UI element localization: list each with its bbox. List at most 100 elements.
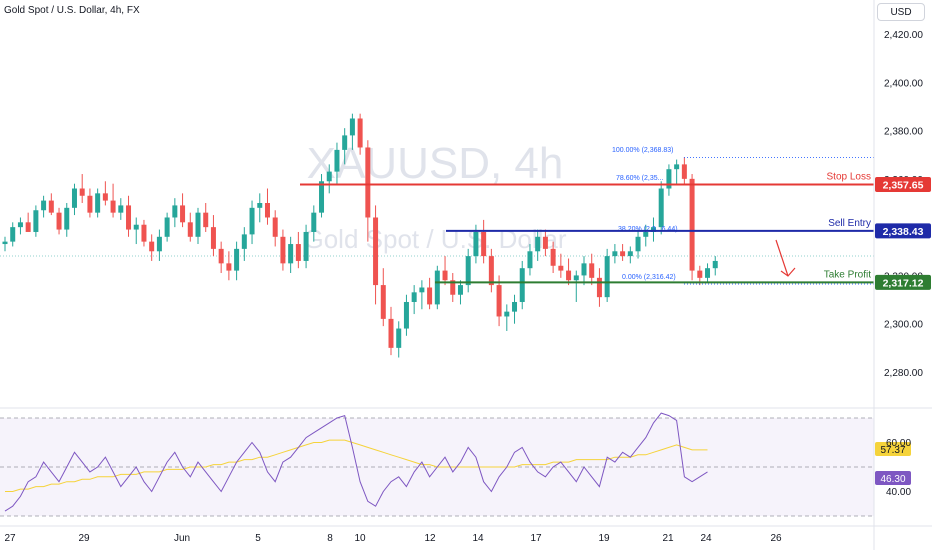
candle xyxy=(705,263,711,283)
candle-body xyxy=(33,210,39,232)
candle xyxy=(388,306,394,356)
time-axis[interactable]: 27 29 Jun 5 8 10 12 14 17 19 21 24 26 xyxy=(0,525,932,544)
down-arrow-icon[interactable] xyxy=(775,239,796,277)
candle xyxy=(234,241,240,281)
candle-body xyxy=(542,236,548,249)
candle xyxy=(349,113,355,150)
candle-body xyxy=(473,231,479,257)
candle xyxy=(195,207,201,245)
candle-body xyxy=(388,318,394,348)
candle-body xyxy=(311,212,317,232)
price-tick: 2,400.00 xyxy=(884,78,923,89)
candle xyxy=(187,212,193,242)
candle-body xyxy=(450,280,456,295)
candle xyxy=(589,253,595,286)
candle xyxy=(218,241,224,274)
candle xyxy=(319,174,325,218)
candle-body xyxy=(481,231,487,257)
candle-body xyxy=(234,248,240,271)
candle-body xyxy=(257,203,263,208)
candle-body xyxy=(203,212,209,228)
candle xyxy=(203,203,209,232)
candle xyxy=(25,212,31,232)
candle-body xyxy=(87,195,93,213)
price-tick: 2,380.00 xyxy=(884,127,923,138)
candle-body xyxy=(56,212,62,230)
rsi-value-tag xyxy=(875,471,911,485)
fib-retracement[interactable]: 100.00% (2,368.83) 78.60% (2,35... 38.20… xyxy=(612,147,874,285)
candle xyxy=(357,113,363,155)
candle xyxy=(496,275,502,327)
candlestick-series[interactable] xyxy=(2,113,718,358)
candle-body xyxy=(365,147,371,218)
candle-body xyxy=(627,251,633,257)
sell-entry-price-tag xyxy=(875,223,931,239)
rsi-ma-value-tag xyxy=(875,442,911,456)
candle-body xyxy=(295,244,301,261)
candle-body xyxy=(697,270,703,278)
sell-entry-label: Sell Entry xyxy=(828,218,871,229)
candle xyxy=(519,260,525,310)
candle xyxy=(280,229,286,271)
currency-button[interactable]: USD xyxy=(877,3,925,21)
candle xyxy=(542,229,548,257)
rsi-axis: 60.00 40.00 xyxy=(886,438,911,498)
candle xyxy=(535,229,541,261)
candle xyxy=(17,217,23,235)
candle xyxy=(257,193,263,223)
time-tick: 14 xyxy=(472,533,484,544)
candle-body xyxy=(95,193,101,213)
candle-body xyxy=(71,188,77,208)
time-tick: 21 xyxy=(662,533,674,544)
fib-label-382: 38.20% (2,3...6.44) xyxy=(618,226,678,233)
watermark-symbol: XAUUSD, 4h xyxy=(307,139,564,188)
trade-levels[interactable]: Stop Loss Sell Entry Take Profit xyxy=(300,172,874,284)
candle xyxy=(581,256,587,286)
candle xyxy=(558,253,564,278)
candle-body xyxy=(272,217,278,237)
candle-body xyxy=(419,287,425,293)
candle-body xyxy=(226,263,232,271)
candle-body xyxy=(465,256,471,286)
candle-body xyxy=(519,268,525,302)
candle xyxy=(365,140,371,242)
candle xyxy=(141,219,147,247)
candle-body xyxy=(643,231,649,237)
candle-body xyxy=(550,248,556,266)
candle-body xyxy=(620,251,626,257)
price-tick: 2,280.00 xyxy=(884,368,923,379)
candle xyxy=(10,222,16,247)
candle-body xyxy=(573,275,579,281)
time-tick: 29 xyxy=(78,533,90,544)
candle xyxy=(71,183,77,216)
candle xyxy=(156,229,162,261)
candle xyxy=(712,256,718,276)
candle-body xyxy=(689,178,695,271)
candle-body xyxy=(349,118,355,136)
candle-body xyxy=(527,251,533,269)
candle xyxy=(488,248,494,293)
candle-body xyxy=(596,277,602,298)
candle xyxy=(110,183,116,218)
candle-body xyxy=(442,270,448,281)
take-profit-label: Take Profit xyxy=(824,269,871,280)
rsi-pane[interactable] xyxy=(0,407,932,517)
candle-body xyxy=(303,231,309,261)
candle xyxy=(650,217,656,242)
candle-body xyxy=(41,200,47,211)
watermark: XAUUSD, 4h Gold Spot / U.S. Dollar xyxy=(304,139,567,254)
candle-body xyxy=(48,200,54,213)
candle xyxy=(674,159,680,184)
candle-body xyxy=(110,200,116,213)
candle xyxy=(303,224,309,269)
candle xyxy=(550,241,556,274)
price-tags: 2,357.65 2,338.43 2,317.12 57.37 46.30 xyxy=(875,177,931,485)
candle xyxy=(180,193,186,228)
candle-body xyxy=(512,301,518,312)
candle xyxy=(272,210,278,247)
candle-body xyxy=(2,241,8,245)
time-tick: 27 xyxy=(4,533,16,544)
candle xyxy=(56,207,62,235)
candle-body xyxy=(334,149,340,172)
